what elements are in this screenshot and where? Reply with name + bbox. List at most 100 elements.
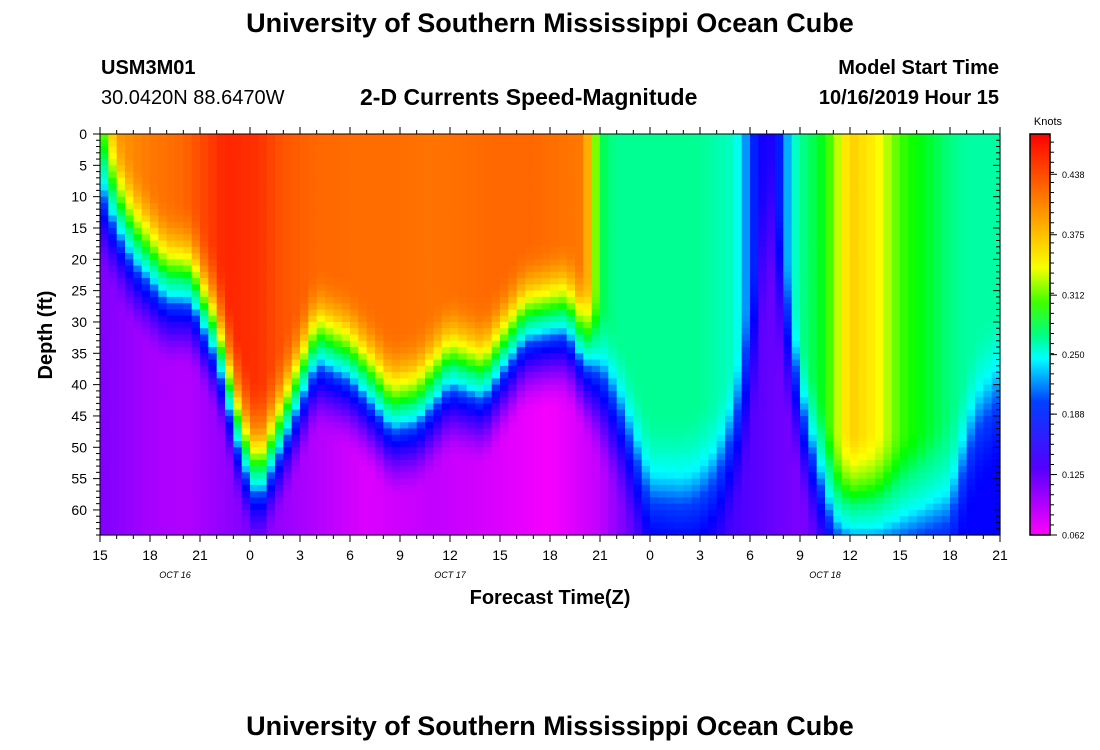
heatmap-cell: [158, 422, 168, 430]
heatmap-cell: [550, 516, 559, 524]
heatmap-cell: [733, 347, 743, 354]
heatmap-cell: [550, 503, 559, 511]
heatmap-cell: [325, 365, 334, 373]
heatmap-cell: [375, 472, 384, 480]
heatmap-cell: [716, 146, 726, 154]
heatmap-cell: [466, 466, 476, 473]
heatmap-cell: [666, 434, 676, 442]
heatmap-cell: [508, 152, 518, 160]
heatmap-cell: [700, 152, 709, 160]
heatmap-cell: [275, 334, 284, 342]
heatmap-cell: [308, 165, 318, 173]
heatmap-cell: [550, 240, 559, 248]
heatmap-cell: [675, 491, 684, 499]
heatmap-cell: [325, 328, 334, 336]
heatmap-cell: [550, 453, 559, 461]
heatmap-cell: [400, 409, 409, 417]
heatmap-cell: [508, 403, 518, 411]
heatmap-cell: [683, 459, 693, 467]
heatmap-cell: [341, 159, 351, 166]
heatmap-cell: [133, 478, 143, 486]
heatmap-cell: [491, 259, 501, 267]
heatmap-cell: [491, 246, 501, 254]
heatmap-cell: [341, 472, 351, 480]
heatmap-cell: [258, 196, 268, 204]
heatmap-cell: [625, 303, 634, 311]
heatmap-cell: [358, 246, 368, 254]
heatmap-cell: [208, 309, 218, 317]
heatmap-cell: [208, 209, 218, 217]
heatmap-cell: [525, 459, 534, 467]
heatmap-cell: [275, 177, 284, 185]
heatmap-cell: [683, 497, 693, 505]
heatmap-cell: [566, 509, 576, 517]
heatmap-cell: [733, 378, 743, 386]
heatmap-cell: [508, 328, 518, 336]
heatmap-cell: [175, 146, 184, 154]
heatmap-cell: [375, 177, 384, 185]
heatmap-cell: [608, 303, 618, 311]
heatmap-cell: [375, 328, 384, 336]
heatmap-cell: [741, 403, 751, 411]
heatmap-cell: [325, 384, 334, 392]
heatmap-cell: [525, 472, 534, 480]
heatmap-cell: [300, 165, 309, 173]
heatmap-cell: [425, 397, 434, 405]
heatmap-cell: [425, 328, 434, 336]
heatmap-cell: [291, 522, 301, 530]
heatmap-cell: [366, 202, 376, 210]
heatmap-cell: [416, 171, 426, 179]
heatmap-cell: [133, 227, 143, 235]
heatmap-cell: [441, 215, 451, 223]
heatmap-cell: [233, 353, 243, 361]
heatmap-cell: [416, 303, 426, 311]
heatmap-cell: [250, 184, 259, 191]
heatmap-cell: [700, 516, 709, 524]
heatmap-cell: [508, 340, 518, 348]
heatmap-cell: [200, 334, 209, 342]
heatmap-cell: [233, 384, 243, 392]
heatmap-cell: [650, 315, 659, 323]
heatmap-cell: [500, 202, 509, 210]
heatmap-cell: [400, 459, 409, 467]
heatmap-cell: [633, 372, 643, 379]
heatmap-cell: [208, 265, 218, 273]
heatmap-cell: [500, 522, 509, 530]
heatmap-cell: [450, 472, 459, 480]
heatmap-cell: [550, 159, 559, 166]
heatmap-cell: [500, 528, 509, 536]
heatmap-cell: [375, 284, 384, 292]
heatmap-cell: [100, 221, 109, 229]
heatmap-cell: [600, 159, 609, 166]
heatmap-cell: [250, 202, 259, 210]
heatmap-cell: [258, 459, 268, 467]
heatmap-cell: [641, 422, 651, 430]
heatmap-cell: [116, 428, 126, 436]
heatmap-cell: [383, 227, 393, 235]
heatmap-cell: [566, 284, 576, 292]
heatmap-cell: [400, 202, 409, 210]
heatmap-cell: [375, 409, 384, 417]
heatmap-cell: [600, 184, 609, 191]
heatmap-cell: [408, 453, 418, 461]
heatmap-cell: [683, 359, 693, 367]
heatmap-cell: [283, 365, 293, 373]
heatmap-cell: [608, 403, 618, 411]
heatmap-cell: [741, 397, 751, 405]
heatmap-cell: [316, 491, 326, 499]
heatmap-cell: [616, 447, 626, 455]
heatmap-cell: [125, 159, 134, 166]
heatmap-cell: [533, 184, 543, 191]
heatmap-cell: [500, 253, 509, 260]
heatmap-cell: [591, 271, 601, 279]
heatmap-cell: [475, 340, 484, 348]
heatmap-cell: [500, 441, 509, 448]
heatmap-cell: [650, 340, 659, 348]
heatmap-cell: [233, 484, 243, 492]
heatmap-cell: [541, 202, 551, 210]
heatmap-cell: [116, 390, 126, 398]
heatmap-cell: [466, 278, 476, 285]
heatmap-cell: [725, 303, 734, 311]
heatmap-cell: [558, 177, 568, 185]
heatmap-cell: [441, 378, 451, 386]
